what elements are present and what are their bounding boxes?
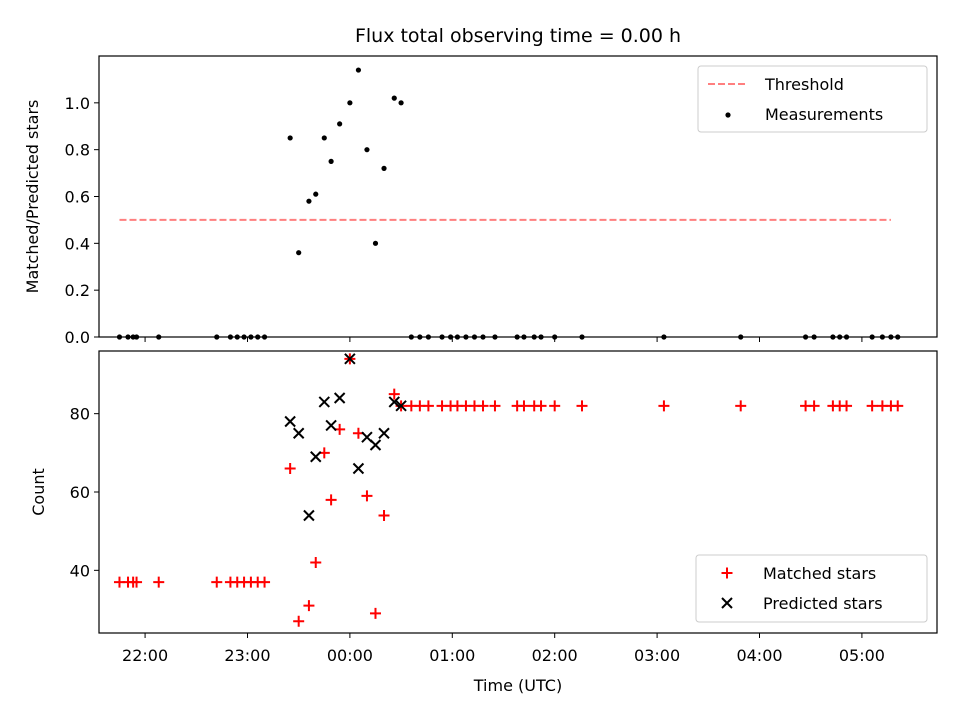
- predicted-star-point: [352, 462, 365, 475]
- plot-frame-top: [98, 55, 938, 338]
- y-axis-label-bottom: Count: [29, 468, 48, 516]
- matched-star-point: [361, 490, 373, 502]
- predicted-star-point: [378, 427, 390, 439]
- measurement-point: [306, 198, 312, 204]
- legend-measurements-swatch: [725, 112, 731, 118]
- legend-threshold-label: Threshold: [764, 75, 844, 94]
- measurement-point: [296, 250, 302, 256]
- chart-title: Flux total observing time = 0.00 h: [355, 25, 681, 47]
- matched-star-point: [211, 576, 223, 588]
- matched-star-point: [576, 400, 588, 412]
- matched-star-point: [535, 400, 547, 412]
- y-tick-label: 0.6: [65, 188, 90, 207]
- measurement-point: [372, 240, 379, 246]
- legend-top: [697, 65, 928, 133]
- measurement-point: [313, 191, 319, 197]
- predicted-star-point: [344, 353, 356, 365]
- measurement-point: [287, 135, 293, 141]
- predicted-star-point: [284, 415, 296, 428]
- matched-star-point: [259, 576, 271, 588]
- matched-star-point: [808, 400, 820, 412]
- matched-star-point: [489, 400, 501, 412]
- matched-star-point: [325, 494, 337, 506]
- x-tick-label: 05:00: [839, 646, 885, 665]
- matched-star-point: [866, 400, 878, 412]
- matched-star-point: [518, 400, 530, 412]
- measurement-point: [391, 95, 397, 101]
- measurement-point: [321, 135, 327, 141]
- plot-frame-bottom: [98, 350, 938, 634]
- legend-bottom: [695, 554, 928, 623]
- x-tick-label: 22:00: [122, 646, 168, 665]
- matched-star-point: [284, 463, 296, 474]
- legend-predicted-swatch: [721, 597, 733, 609]
- measurement-point: [381, 165, 387, 171]
- measurement-point: [364, 147, 370, 153]
- y-axis-label-top: Matched/Predicted stars: [23, 100, 42, 294]
- matched-star-point: [477, 400, 489, 412]
- x-tick-label: 00:00: [327, 646, 373, 665]
- y-tick-label: 0.4: [65, 234, 90, 253]
- predicted-star-point: [369, 439, 382, 451]
- y-tick-label: 0.0: [65, 328, 90, 347]
- matched-star-point: [388, 388, 400, 400]
- matched-star-point: [658, 400, 670, 412]
- legend-measurements-label: Measurements: [765, 105, 883, 124]
- y-tick-label: 0.2: [65, 281, 90, 300]
- matched-star-point: [549, 400, 561, 412]
- y-tick-label: 40: [70, 561, 90, 580]
- matched-star-point: [369, 607, 381, 619]
- matched-star-point: [841, 400, 853, 412]
- predicted-star-point: [292, 427, 305, 439]
- measurement-point: [347, 100, 353, 106]
- matched-star-point: [378, 510, 390, 521]
- predicted-star-point: [325, 419, 337, 432]
- predicted-star-point: [388, 396, 400, 408]
- x-axis-label: Time (UTC): [473, 676, 562, 695]
- measurement-point: [398, 100, 404, 106]
- matched-star-point: [310, 557, 322, 568]
- matched-star-point: [131, 576, 143, 588]
- y-tick-label: 60: [70, 483, 90, 502]
- measurement-point: [337, 121, 343, 127]
- measurement-point: [328, 158, 334, 164]
- matched-star-point: [735, 400, 747, 412]
- matched-star-point: [422, 400, 434, 412]
- measurement-point: [355, 67, 362, 73]
- x-tick-label: 03:00: [634, 646, 680, 665]
- x-tick-label: 04:00: [736, 646, 782, 665]
- matched-star-point: [293, 615, 305, 627]
- predicted-star-point: [395, 400, 407, 412]
- legend-matched-swatch: [721, 567, 733, 579]
- x-tick-label: 01:00: [429, 646, 475, 665]
- predicted-star-point: [310, 451, 322, 463]
- y-tick-label: 1.0: [65, 94, 90, 113]
- matched-star-point: [303, 600, 315, 612]
- predicted-star-point: [303, 509, 315, 522]
- x-tick-label: 23:00: [224, 646, 270, 665]
- y-tick-label: 0.8: [65, 141, 90, 160]
- predicted-star-point: [318, 396, 330, 408]
- y-tick-label: 80: [70, 405, 90, 424]
- x-tick-label: 02:00: [532, 646, 578, 665]
- matched-star-point: [892, 400, 904, 412]
- predicted-star-point: [333, 392, 346, 404]
- matched-star-point: [153, 576, 165, 588]
- legend-predicted-label: Predicted stars: [763, 594, 883, 613]
- legend-matched-label: Matched stars: [763, 564, 876, 583]
